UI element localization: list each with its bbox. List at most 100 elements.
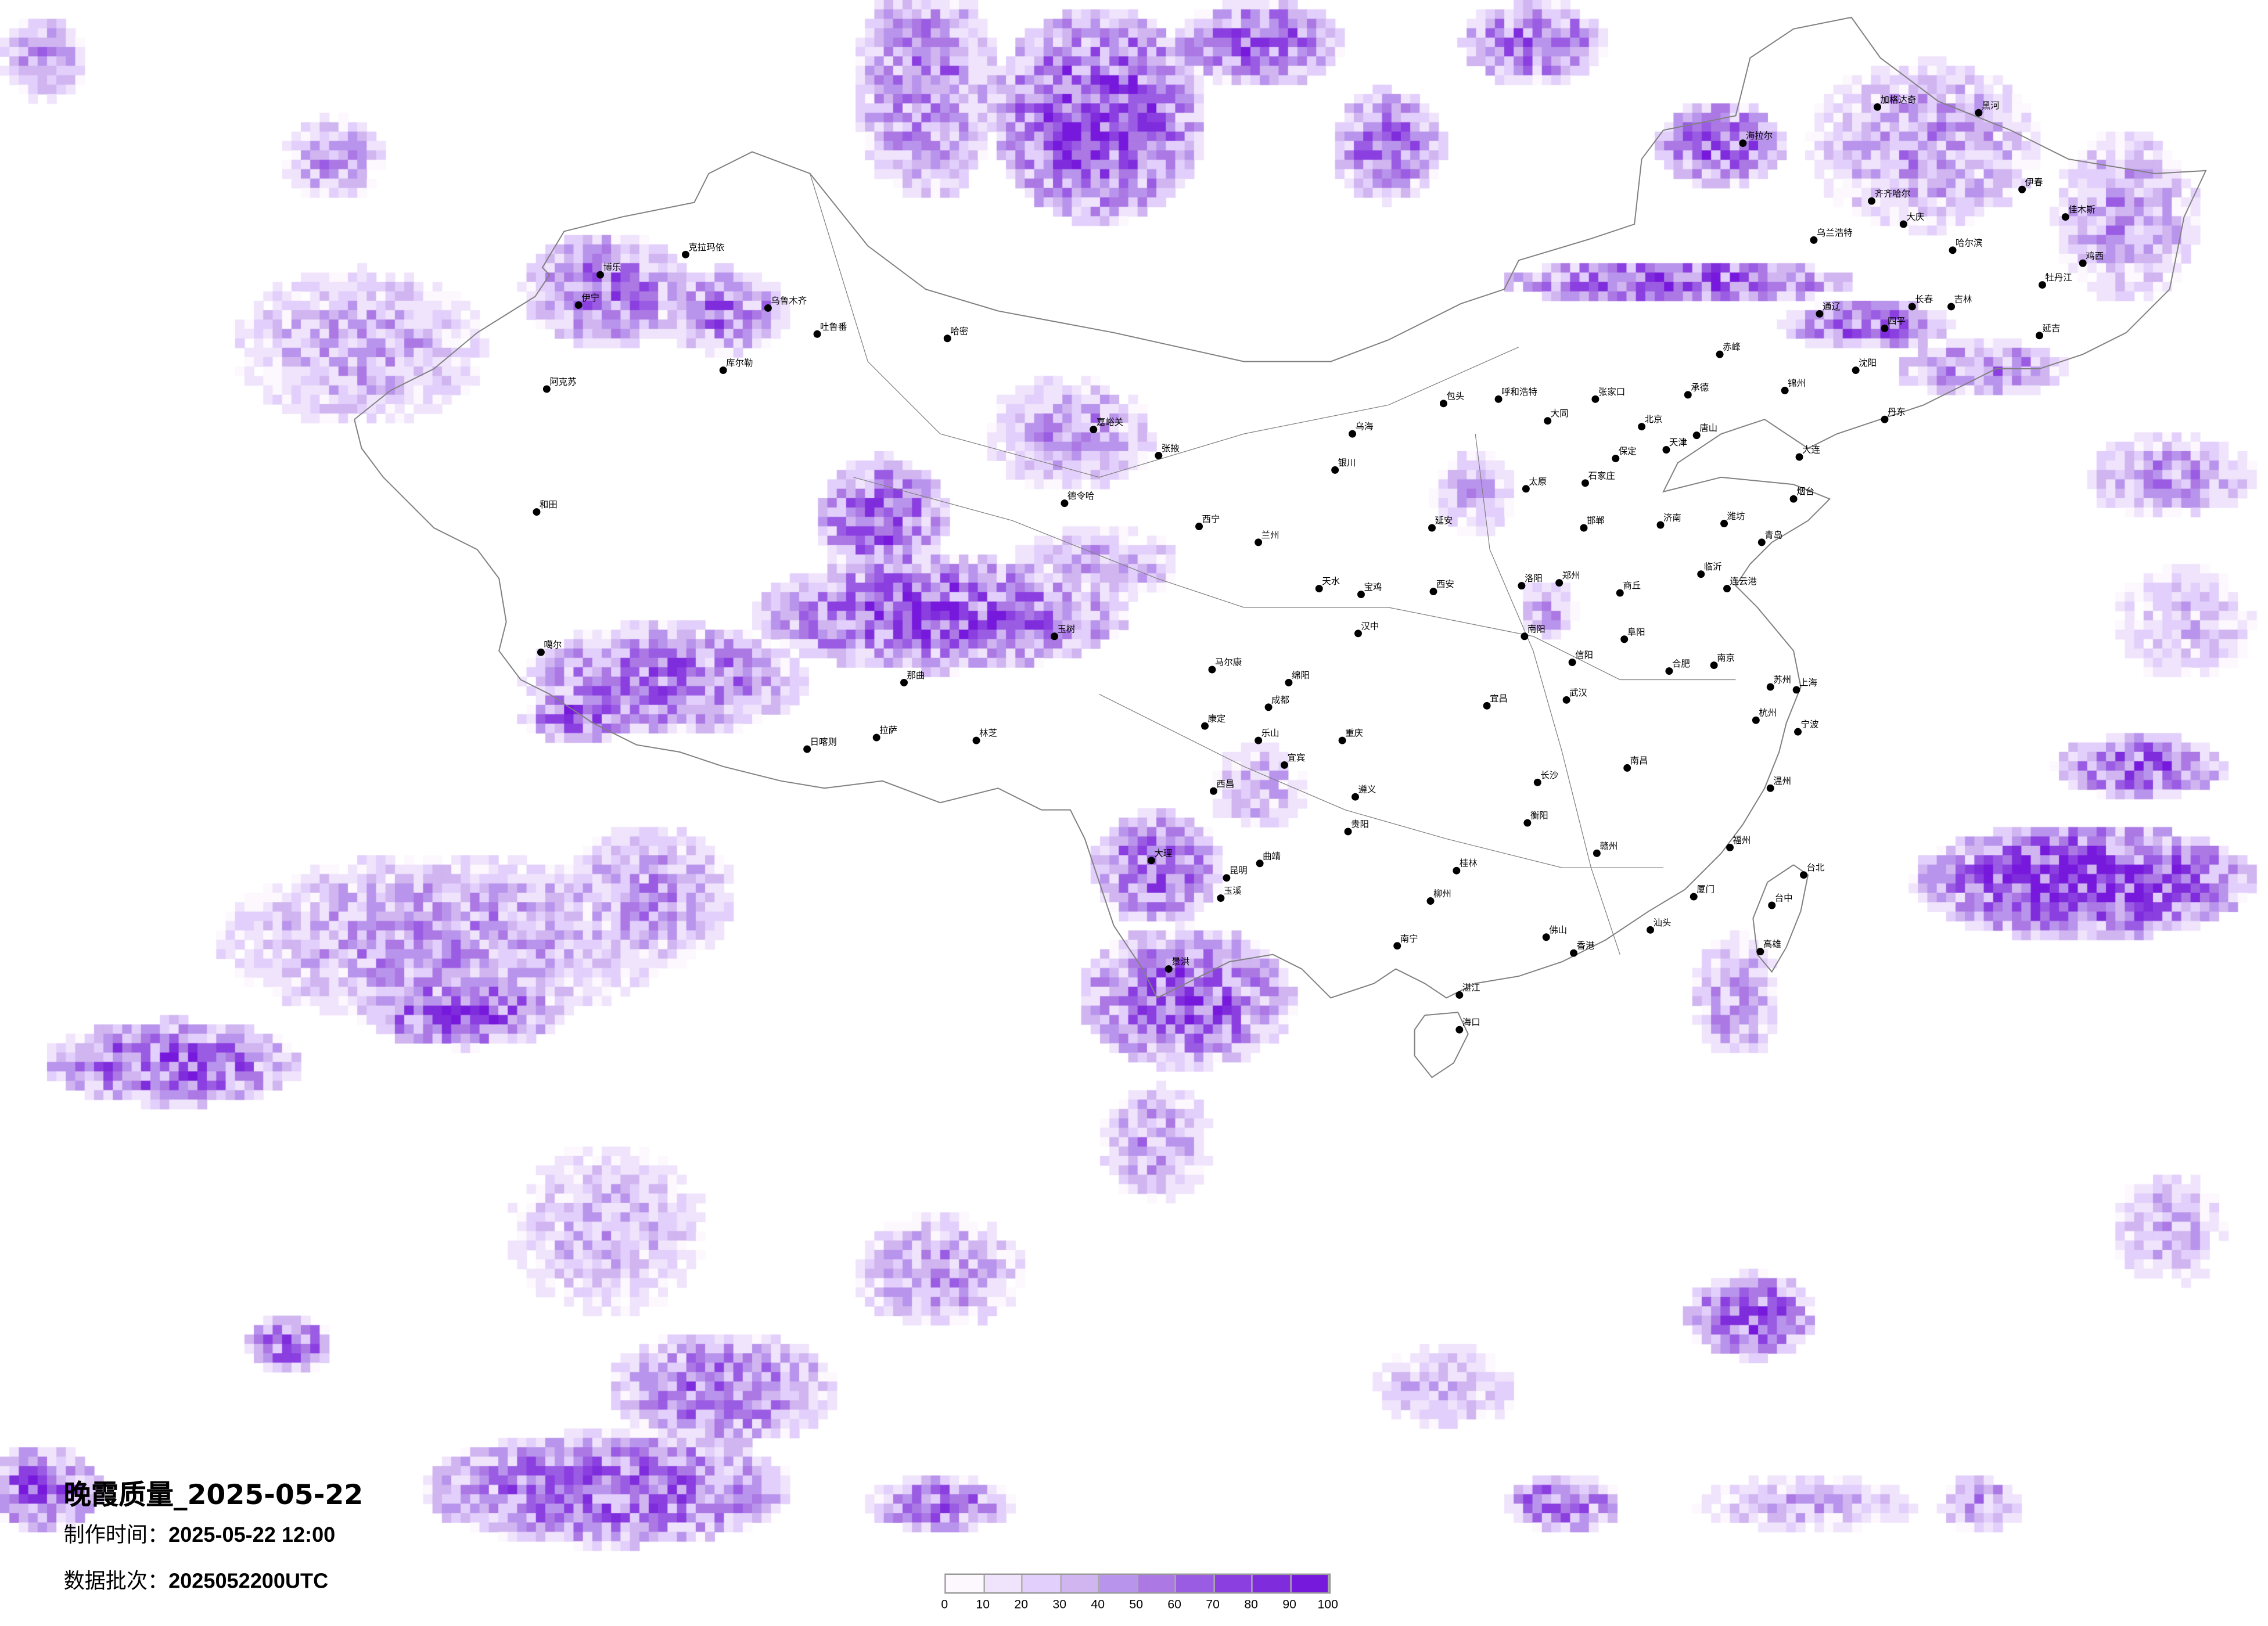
legend-swatch [1022,1575,1061,1592]
city-label: 南宁 [1400,933,1418,944]
city-label: 重庆 [1345,728,1363,739]
legend-tick-label: 100 [1317,1596,1338,1611]
city-marker: 延安 [1428,516,1453,532]
legend-tick-label: 90 [1282,1596,1296,1611]
city-label: 济南 [1663,513,1681,523]
city-dot-icon [1533,778,1541,786]
city-label: 长春 [1915,294,1933,304]
city-dot-icon [1338,736,1346,744]
city-dot-icon [542,385,551,393]
city-dot-icon [1723,585,1731,593]
city-marker: 济南 [1656,513,1681,529]
city-marker: 呼和浩特 [1494,387,1537,403]
city-label: 保定 [1619,446,1637,456]
city-label: 伊春 [2025,177,2043,188]
city-label: 遵义 [1358,785,1376,795]
city-dot-icon [1555,579,1563,587]
city-marker: 玉溪 [1217,886,1242,902]
city-label: 武汉 [1569,688,1587,698]
city-label: 连云港 [1730,576,1757,587]
city-dot-icon [1908,303,1916,311]
city-marker: 伊宁 [574,293,599,309]
city-label: 香港 [1577,941,1595,951]
city-label: 石家庄 [1588,470,1615,481]
legend-tick-label: 80 [1244,1596,1258,1611]
legend-swatch [1252,1575,1291,1592]
city-label: 台中 [1775,893,1793,904]
city-label: 宝鸡 [1364,582,1382,592]
city-dot-icon [1975,109,1983,117]
city-dot-icon [1429,588,1437,596]
city-marker: 太原 [1522,476,1547,493]
city-marker: 乐山 [1255,728,1279,744]
city-dot-icon [1523,819,1532,827]
city-label: 湛江 [1462,983,1480,993]
city-label: 杭州 [1759,708,1777,718]
data-batch-label: 数据批次： [63,1570,169,1594]
city-label: 通辽 [1823,301,1841,312]
city-label: 大理 [1154,848,1172,858]
city-label: 景洪 [1171,956,1189,967]
city-dot-icon [1281,761,1288,769]
city-label: 四平 [1888,316,1906,326]
city-marker: 银川 [1331,458,1356,474]
city-label: 衡阳 [1530,811,1548,821]
city-label: 大连 [1802,444,1820,455]
city-dot-icon [2038,281,2046,289]
city-label: 乌鲁木齐 [771,296,807,306]
city-marker: 台中 [1768,893,1793,909]
city-marker: 湛江 [1455,983,1480,999]
city-label: 阿克苏 [549,376,576,387]
city-marker: 青岛 [1757,530,1782,546]
city-label: 西宁 [1202,514,1220,524]
hainan-border [1414,1012,1469,1078]
production-time-label: 制作时间： [63,1524,169,1548]
city-marker: 南阳 [1521,624,1545,641]
city-dot-icon [1255,736,1263,744]
city-dot-icon [1800,871,1808,879]
city-dot-icon [1665,667,1673,675]
city-label: 延安 [1435,516,1453,526]
city-marker: 曲靖 [1256,851,1281,868]
city-marker: 汉中 [1354,621,1379,638]
city-marker: 乌鲁木齐 [764,296,807,312]
city-marker: 柳州 [1426,888,1451,905]
city-dot-icon [1949,246,1957,254]
city-dot-icon [681,250,689,258]
city-label: 福州 [1733,835,1751,846]
city-dot-icon [1455,991,1464,999]
city-label: 大同 [1551,408,1569,419]
city-dot-icon [1349,430,1356,438]
city-marker: 唐山 [1692,423,1717,440]
city-label: 黑河 [1982,100,2000,111]
city-dot-icon [1792,686,1800,694]
city-marker: 商丘 [1616,581,1641,597]
city-dot-icon [1656,521,1665,529]
city-marker: 锦州 [1781,378,1806,394]
city-label: 承德 [1691,382,1709,393]
city-label: 南昌 [1630,756,1648,766]
city-label: 长沙 [1540,770,1558,780]
city-label: 信阳 [1575,650,1593,660]
city-marker: 阜阳 [1620,627,1645,643]
city-label: 哈尔滨 [1956,238,1982,248]
city-dot-icon [1684,391,1692,399]
city-dot-icon [1739,139,1747,148]
city-dot-icon [872,733,880,742]
city-label: 天津 [1669,437,1687,448]
city-label: 延吉 [2042,323,2060,333]
city-label: 鸡西 [2086,251,2104,261]
city-label: 西安 [1436,579,1454,589]
data-batch-value: 2025052200UTC [168,1570,329,1594]
city-dot-icon [1051,632,1058,641]
city-marker: 乌兰浩特 [1810,228,1853,244]
city-dot-icon [1752,716,1760,724]
city-marker: 哈尔滨 [1949,238,1982,254]
city-label: 烟台 [1796,487,1814,497]
city-label: 曲靖 [1263,851,1281,861]
city-marker: 温州 [1766,776,1791,792]
city-marker: 林芝 [972,728,997,744]
city-dot-icon [1217,894,1225,902]
city-dot-icon [1428,524,1436,532]
city-marker: 上海 [1792,677,1817,694]
